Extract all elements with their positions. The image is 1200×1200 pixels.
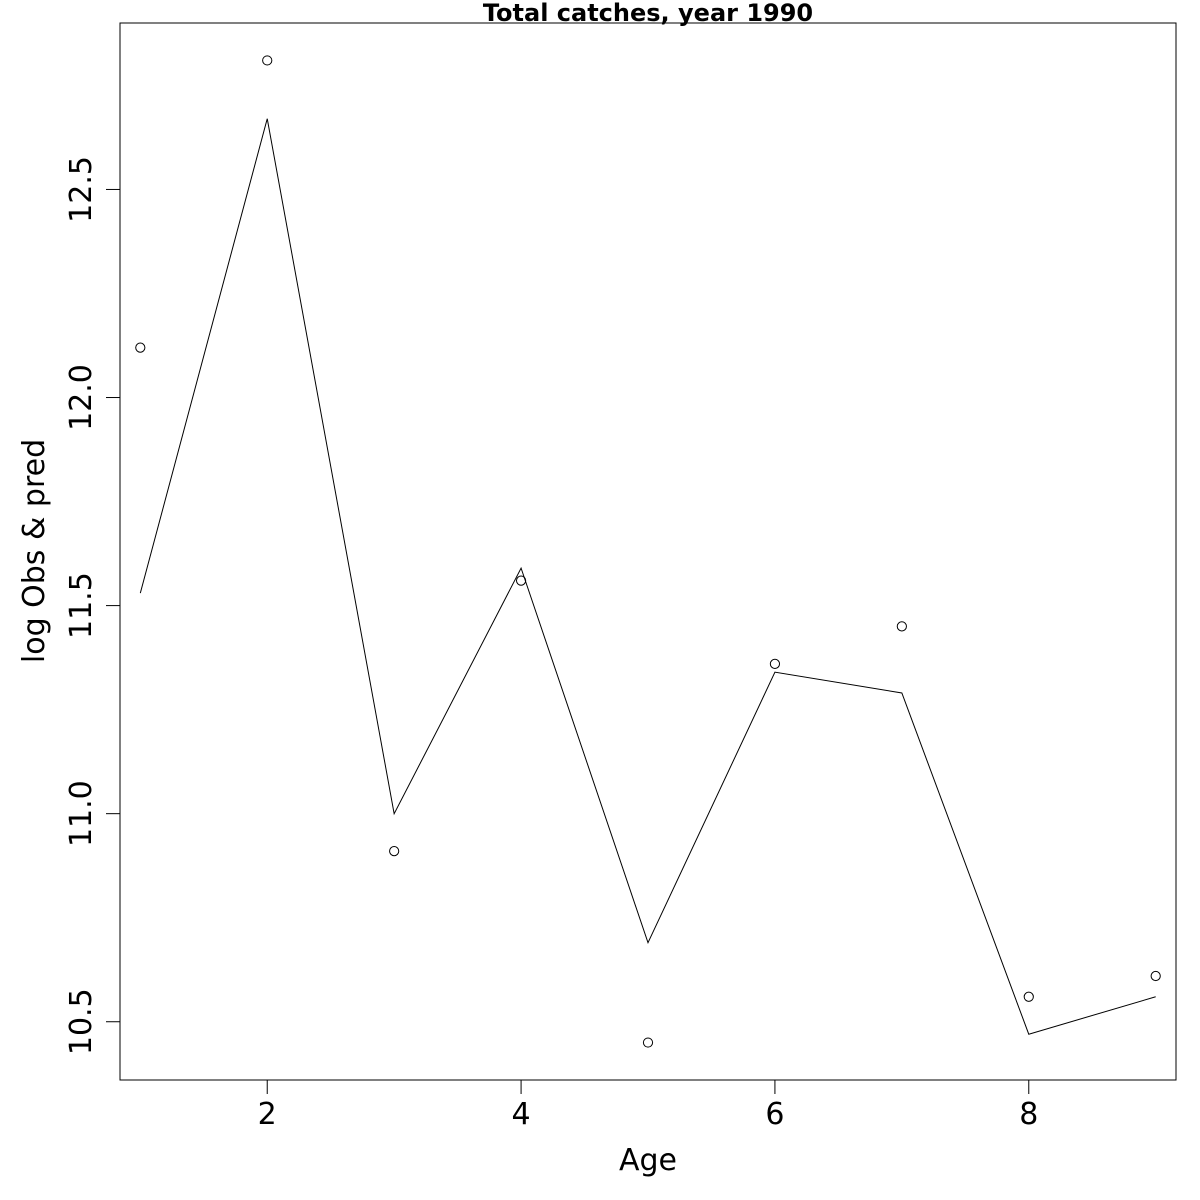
observed-point: [389, 846, 400, 857]
observed-point: [262, 55, 273, 66]
series-layer: [135, 55, 1161, 1048]
y-axis-title: log Obs & pred: [17, 439, 52, 663]
observed-point: [896, 621, 907, 632]
y-axis: 10.5 11.0 11.5 12.0 12.5: [64, 156, 121, 1055]
y-tick-label: 11.0: [64, 780, 99, 847]
observed-point: [1150, 970, 1161, 982]
y-tick-label: 10.5: [64, 988, 99, 1055]
observed-point: [135, 342, 146, 353]
observed-point: [769, 658, 781, 669]
y-tick-label: 12.5: [64, 156, 99, 223]
x-axis-title: Age: [619, 1143, 677, 1178]
x-tick-label: 2: [258, 1097, 277, 1132]
y-tick-label: 11.5: [64, 572, 99, 639]
observed-point: [1023, 991, 1034, 1002]
observed-point: [642, 1037, 654, 1048]
x-axis: 2 4 6 8: [258, 1079, 1038, 1132]
y-tick-label: 12.0: [64, 364, 99, 431]
x-tick-label: 8: [1019, 1097, 1038, 1132]
predicted-line: [139, 118, 1156, 1035]
x-tick-label: 6: [765, 1097, 784, 1132]
x-tick-label: 4: [512, 1097, 531, 1132]
